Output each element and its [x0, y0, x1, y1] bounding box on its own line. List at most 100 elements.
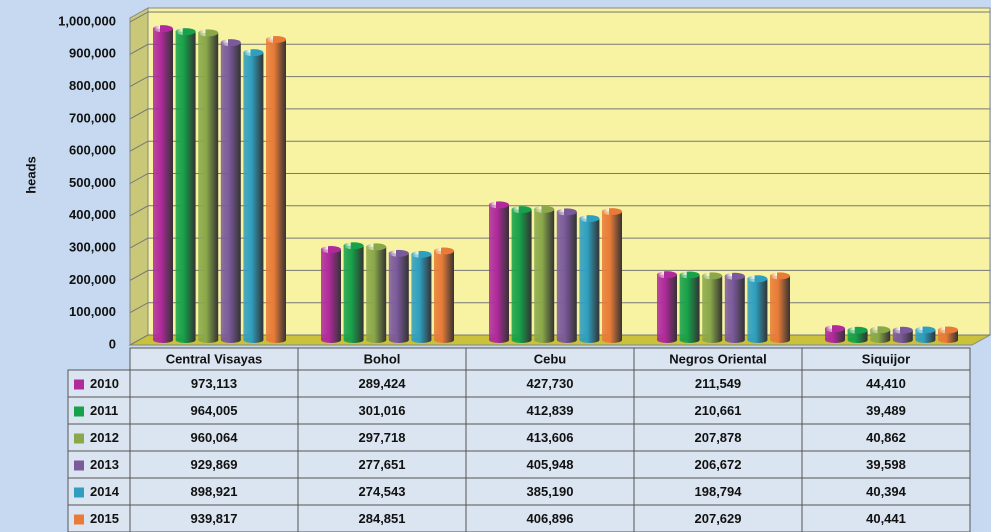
grid: [129, 11, 990, 346]
bar: [892, 330, 913, 340]
bar-base: [870, 337, 891, 343]
y-tick-label: 900,000: [69, 46, 116, 61]
bars: [153, 25, 958, 343]
bar: [366, 246, 387, 340]
bar-base: [388, 337, 409, 343]
bar-base: [579, 337, 600, 343]
bar-top: [657, 271, 677, 279]
bar: [870, 329, 891, 340]
x-tick-label: Negros Oriental: [669, 351, 767, 366]
bar: [679, 274, 700, 340]
table-cell: 939,817: [191, 511, 238, 526]
table-cell: 198,794: [695, 484, 743, 499]
table-cell: 929,869: [191, 457, 238, 472]
y-tick-label: 1,000,000: [58, 13, 116, 28]
bar-top: [198, 29, 219, 37]
y-tick-label: 200,000: [69, 272, 116, 287]
bar-top: [770, 272, 790, 280]
side-wall: [129, 7, 149, 346]
grid-line: [129, 140, 990, 152]
table-cell: 413,606: [527, 430, 574, 445]
bar: [938, 329, 958, 340]
bar-top: [602, 208, 622, 216]
table-cell: 207,629: [695, 511, 742, 526]
bar: [579, 218, 600, 340]
bar-base: [411, 337, 432, 343]
bar: [411, 254, 432, 340]
grid-line: [129, 173, 990, 184]
bar-base: [220, 337, 241, 343]
bar-top: [847, 326, 868, 334]
bar: [847, 330, 868, 340]
bar: [915, 329, 936, 340]
bar-top: [175, 28, 196, 36]
grid-line: [129, 269, 990, 281]
table-cell: 284,851: [359, 511, 406, 526]
bar-top: [579, 215, 600, 223]
x-tick-label: Central Visayas: [166, 351, 263, 366]
bar-base: [724, 337, 745, 343]
bar-base: [847, 337, 868, 343]
table-cell: 274,543: [359, 484, 406, 499]
bar-base: [770, 337, 790, 343]
bar-base: [679, 337, 700, 343]
x-tick-label: Siquijor: [862, 351, 910, 366]
legend-swatch: [74, 379, 84, 390]
table-cell: 405,948: [527, 457, 574, 472]
bar-top: [511, 206, 532, 214]
bar: [343, 245, 364, 340]
grid-line: [129, 76, 990, 88]
bar-base: [434, 337, 454, 343]
bar-top: [870, 326, 891, 334]
bar: [153, 28, 173, 340]
bar: [702, 275, 723, 340]
table-cell: 39,489: [866, 403, 906, 418]
grid-line: [129, 205, 990, 217]
bar-top: [411, 250, 432, 258]
bar: [534, 209, 555, 340]
bar-top: [388, 249, 409, 257]
bar: [602, 211, 622, 340]
table-cell: 40,862: [866, 430, 906, 445]
bar-base: [602, 337, 622, 343]
table-cell: 973,113: [191, 376, 237, 391]
bar-base: [343, 337, 364, 343]
bar-base: [915, 337, 936, 343]
table-cell: 206,672: [695, 457, 742, 472]
bar-top: [938, 326, 958, 334]
bar-base: [657, 337, 677, 343]
bar-base: [747, 337, 768, 343]
table-cell: 40,394: [866, 484, 907, 499]
bar-base: [938, 337, 958, 343]
x-tick-label: Cebu: [534, 351, 567, 366]
bar-base: [511, 337, 532, 343]
bar-base: [266, 337, 286, 343]
legend-label: 2010: [90, 376, 119, 391]
table-cell: 898,921: [191, 484, 238, 499]
y-axis-title: heads: [23, 156, 38, 194]
legend-label: 2012: [90, 430, 119, 445]
bar-top: [434, 247, 454, 255]
table-cell: 44,410: [866, 376, 906, 391]
bar: [175, 31, 196, 341]
bar: [434, 250, 454, 340]
table-cell: 39,598: [866, 457, 906, 472]
bar-base: [366, 337, 387, 343]
y-tick-label: 600,000: [69, 143, 116, 158]
bar: [198, 32, 219, 341]
bar: [220, 42, 241, 340]
grid-line: [129, 11, 990, 23]
legend-swatch: [74, 433, 84, 444]
table-cell: 297,718: [359, 430, 406, 445]
table-cell: 277,651: [359, 457, 406, 472]
bar: [266, 39, 286, 340]
y-tick-label: 400,000: [69, 207, 116, 222]
bar: [489, 204, 509, 340]
table-cell: 301,016: [359, 403, 406, 418]
bar: [747, 278, 768, 340]
legend-label: 2015: [90, 511, 119, 526]
legend-swatch: [74, 406, 84, 417]
legend-label: 2011: [90, 403, 118, 418]
bar-top: [343, 242, 364, 250]
bar: [321, 249, 341, 340]
